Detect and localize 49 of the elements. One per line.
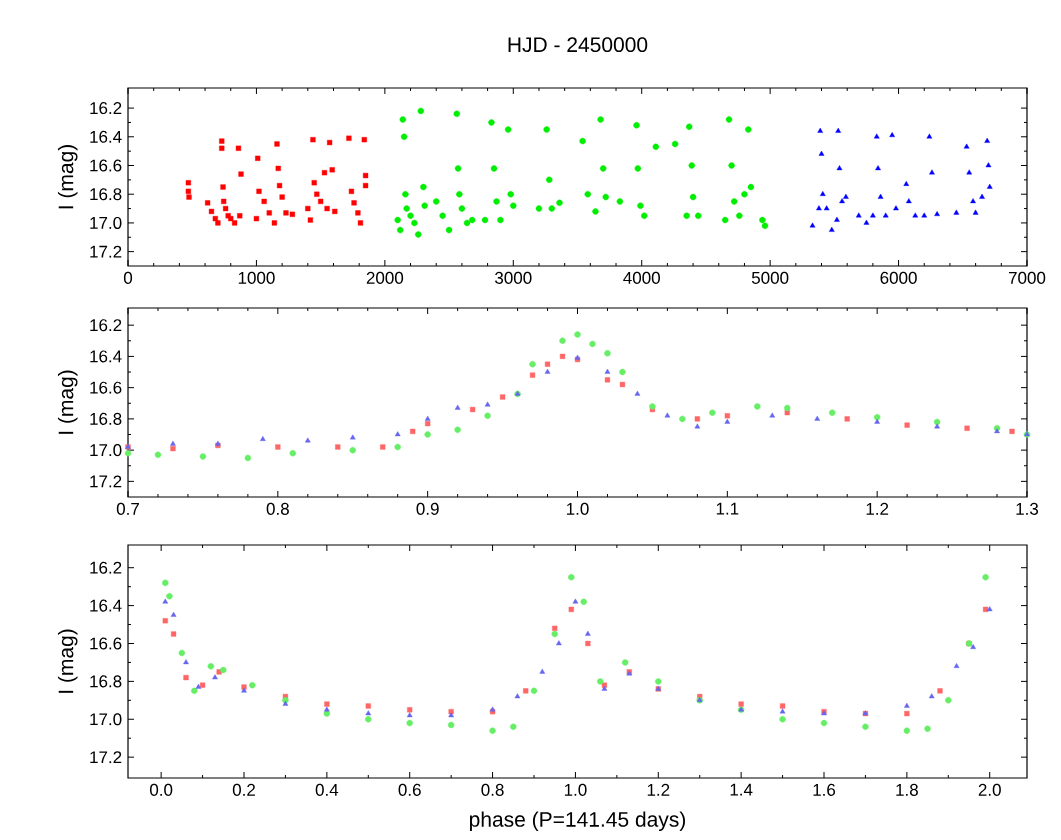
y-axis-title: I (mag) <box>57 629 78 693</box>
x-tick-label: 6000 <box>880 271 917 284</box>
y-tick-label: 16.6 <box>90 159 122 172</box>
y-tick-label: 16.8 <box>90 188 122 201</box>
x-tick-label: 1.2 <box>866 502 889 515</box>
x-tick-label: 1.0 <box>566 502 589 515</box>
x-tick-label: 0.6 <box>398 783 421 796</box>
x-tick-label: 1.2 <box>647 783 670 796</box>
x-tick-label: 0.8 <box>266 502 289 515</box>
x-tick-label: 0.2 <box>232 783 255 796</box>
y-axis-title: I (mag) <box>57 145 78 209</box>
x-tick-label: 0.7 <box>116 502 139 515</box>
x-tick-label: 1.6 <box>813 783 836 796</box>
y-tick-label: 16.6 <box>90 381 122 394</box>
x-tick-label: 1000 <box>238 271 275 284</box>
y-tick-label: 17.2 <box>90 751 122 764</box>
x-tick-label: 1.1 <box>716 502 739 515</box>
y-tick-label: 16.2 <box>90 102 122 115</box>
y-tick-label: 16.4 <box>90 599 122 612</box>
x-tick-label: 0.9 <box>416 502 439 515</box>
x-tick-label: 0.0 <box>149 783 173 796</box>
y-tick-label: 16.4 <box>90 350 122 363</box>
x-tick-label: 2000 <box>366 271 404 284</box>
y-tick-label: 16.4 <box>90 130 122 143</box>
y-tick-label: 16.2 <box>90 561 122 574</box>
y-tick-label: 16.8 <box>90 412 122 425</box>
y-tick-label: 16.6 <box>90 637 122 650</box>
y-tick-label: 16.8 <box>90 675 122 688</box>
x-tick-label: 1.4 <box>730 783 753 796</box>
x-tick-label: 0.4 <box>315 783 339 796</box>
x-tick-label: 7000 <box>1008 271 1046 284</box>
y-axis-title: I (mag) <box>57 370 78 434</box>
x-tick-label: 1.3 <box>1016 502 1039 515</box>
x-tick-label: 0 <box>123 271 133 284</box>
x-tick-label: 5000 <box>751 271 789 284</box>
y-tick-label: 17.2 <box>90 475 122 488</box>
x-tick-label: 1.8 <box>896 783 918 796</box>
x-axis-title: phase (P=141.45 days) <box>469 811 686 831</box>
y-tick-label: 17.0 <box>90 444 122 457</box>
x-tick-label: 3000 <box>495 271 532 284</box>
x-tick-label: 0.8 <box>481 783 504 796</box>
y-tick-label: 17.2 <box>90 245 122 258</box>
y-tick-label: 17.0 <box>90 713 122 726</box>
x-tick-label: 1.0 <box>564 783 587 796</box>
x-tick-label: 2.0 <box>978 783 1001 796</box>
x-tick-label: 4000 <box>623 271 660 284</box>
chart-title: HJD - 2450000 <box>508 37 648 53</box>
y-tick-label: 17.0 <box>90 216 122 229</box>
y-tick-label: 16.2 <box>90 319 122 332</box>
